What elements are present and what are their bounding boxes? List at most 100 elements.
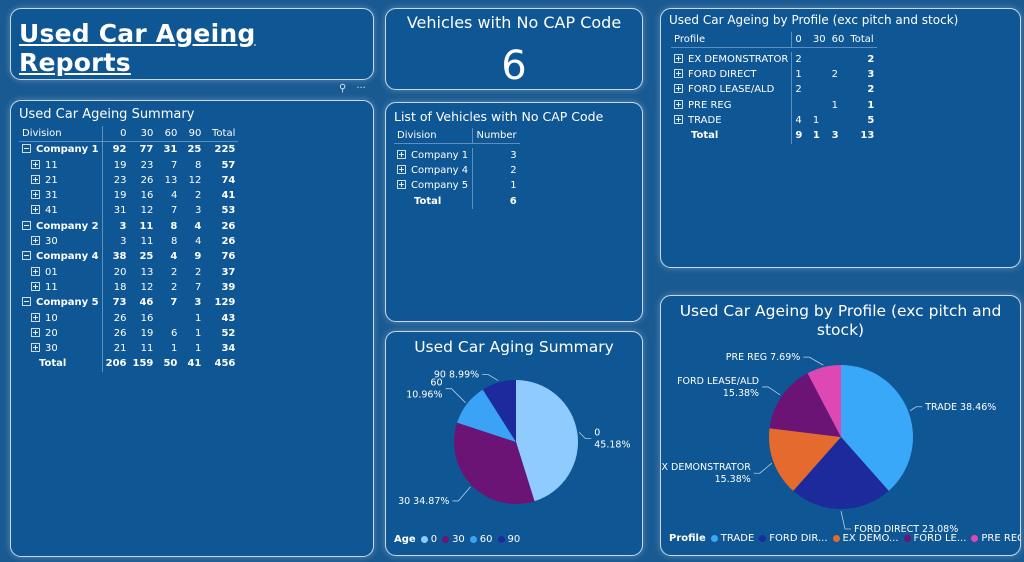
expand-icon[interactable] [31, 236, 40, 246]
legend-item[interactable]: 0 [420, 534, 438, 545]
pie-slice-60[interactable] [457, 389, 516, 442]
profile-cell: 1 [812, 114, 820, 126]
legend-item[interactable]: 30 [442, 534, 465, 545]
data-label: 60 [430, 378, 442, 389]
summary-cell: 18 [101, 279, 130, 296]
summary-cell: 23 [101, 172, 130, 189]
row-label-text: 11 [45, 159, 58, 171]
expand-icon[interactable] [674, 69, 683, 79]
pie-slice-pre-reg[interactable] [807, 365, 841, 437]
legend-item[interactable]: PRE REG [971, 533, 1021, 544]
collapse-icon[interactable] [22, 251, 31, 261]
profile-cell: 1 [831, 99, 838, 111]
expand-icon[interactable] [674, 53, 683, 63]
summary-cell: 16 [140, 190, 154, 202]
profile-col-header[interactable]: 60 [828, 32, 848, 49]
summary-row: 31 19 16 4 2 41 [19, 188, 238, 204]
pie-slice-ex-demonstrator[interactable] [769, 428, 841, 491]
kpi-value: 6 [501, 43, 527, 89]
pie-slice-ford-direct[interactable] [793, 437, 889, 509]
legend-item[interactable]: EX DEMO... [832, 533, 899, 544]
summary-row-label: 11 [19, 280, 102, 295]
nocap-cell: 6 [471, 193, 520, 209]
expand-icon[interactable] [31, 312, 40, 322]
profile-cell: 9 [791, 128, 810, 144]
summary-row-label: 11 [19, 158, 102, 173]
profile-col-header[interactable]: 0 [791, 32, 810, 49]
expand-icon[interactable] [31, 205, 40, 215]
legend-item[interactable]: 60 [469, 534, 493, 545]
expand-icon[interactable] [31, 343, 40, 353]
legend-item[interactable]: 90 [497, 534, 520, 545]
summary-col-header[interactable]: 90 [180, 126, 205, 143]
nocap-col-header[interactable]: Division [394, 128, 472, 145]
pie-slice-0[interactable] [516, 380, 578, 502]
summary-cell: 53 [221, 205, 236, 217]
row-label-text: Company 5 [36, 297, 99, 309]
expand-icon[interactable] [31, 266, 40, 276]
pie-slice-30[interactable] [454, 422, 535, 504]
profile-cell: 13 [860, 130, 875, 142]
profile-col-header[interactable]: Total [847, 32, 878, 49]
expand-icon[interactable] [31, 190, 40, 200]
leader-line [578, 432, 592, 439]
summary-cell: 92 [101, 141, 130, 158]
expand-icon[interactable] [31, 174, 40, 184]
expand-icon[interactable] [31, 327, 40, 337]
summary-cell: 9 [194, 251, 202, 263]
summary-row: 10 26 16 1 43 [19, 310, 238, 326]
collapse-icon[interactable] [22, 220, 31, 230]
more-options-icon[interactable]: ··· [356, 83, 366, 94]
profile-cell [829, 82, 848, 97]
legend-item[interactable]: FORD DIR... [759, 533, 828, 544]
expand-icon[interactable] [397, 180, 406, 190]
row-label-text: 30 [45, 236, 58, 248]
summary-col-header[interactable]: Division [19, 126, 103, 143]
profile-col-header[interactable]: Profile [671, 32, 792, 49]
visual-toolbar: ⚲ ··· [339, 83, 366, 94]
collapse-icon[interactable] [22, 297, 31, 307]
summary-col-header[interactable]: 0 [101, 126, 130, 143]
summary-cell: 50 [163, 358, 178, 370]
row-label-text: Company 4 [36, 251, 99, 263]
expand-icon[interactable] [674, 84, 683, 94]
expand-icon[interactable] [31, 159, 40, 169]
nocap-cell: 3 [471, 147, 520, 164]
profile-row-label: TRADE [671, 113, 792, 128]
nocap-col-header[interactable]: Number [471, 128, 520, 145]
row-label-text: EX DEMONSTRATOR [688, 53, 789, 65]
legend-dot-icon [497, 536, 505, 543]
summary-cell: 43 [221, 312, 236, 324]
data-label: 30 34.87% [398, 496, 449, 507]
summary-cell: 4 [195, 236, 202, 248]
summary-row: Company 4 38 25 4 9 76 [19, 249, 238, 265]
expand-icon[interactable] [397, 165, 406, 175]
pie-slice-trade[interactable] [841, 365, 914, 491]
summary-cell: 12 [140, 281, 154, 293]
expand-icon[interactable] [674, 99, 683, 109]
legend-label: FORD LE... [913, 533, 967, 544]
summary-cell: 1 [195, 343, 202, 355]
summary-col-header[interactable]: 30 [129, 126, 157, 143]
summary-col-header[interactable]: 60 [156, 126, 181, 143]
pie-slice-ford-lease-ald[interactable] [769, 373, 841, 437]
legend-item[interactable]: TRADE [710, 533, 754, 544]
expand-icon[interactable] [31, 281, 40, 291]
legend-label: PRE REG [981, 533, 1021, 544]
nocap-list-table: Division Number Company 1 3 Company 4 2 Compan… [394, 128, 520, 209]
legend-item[interactable]: FORD LE... [903, 533, 967, 544]
row-label-text: Total [414, 195, 442, 207]
expand-icon[interactable] [674, 114, 683, 124]
profile-cell: 4 [791, 112, 810, 129]
leader-line [753, 462, 773, 474]
expand-icon[interactable] [397, 149, 406, 159]
pie-slice-90[interactable] [482, 380, 516, 442]
pin-icon[interactable]: ⚲ [339, 83, 347, 94]
legend-label: 0 [430, 534, 438, 545]
summary-cell: 2 [195, 190, 202, 202]
collapse-icon[interactable] [22, 144, 31, 154]
summary-col-header[interactable]: Total [204, 126, 239, 143]
profile-col-header[interactable]: 30 [809, 32, 829, 49]
